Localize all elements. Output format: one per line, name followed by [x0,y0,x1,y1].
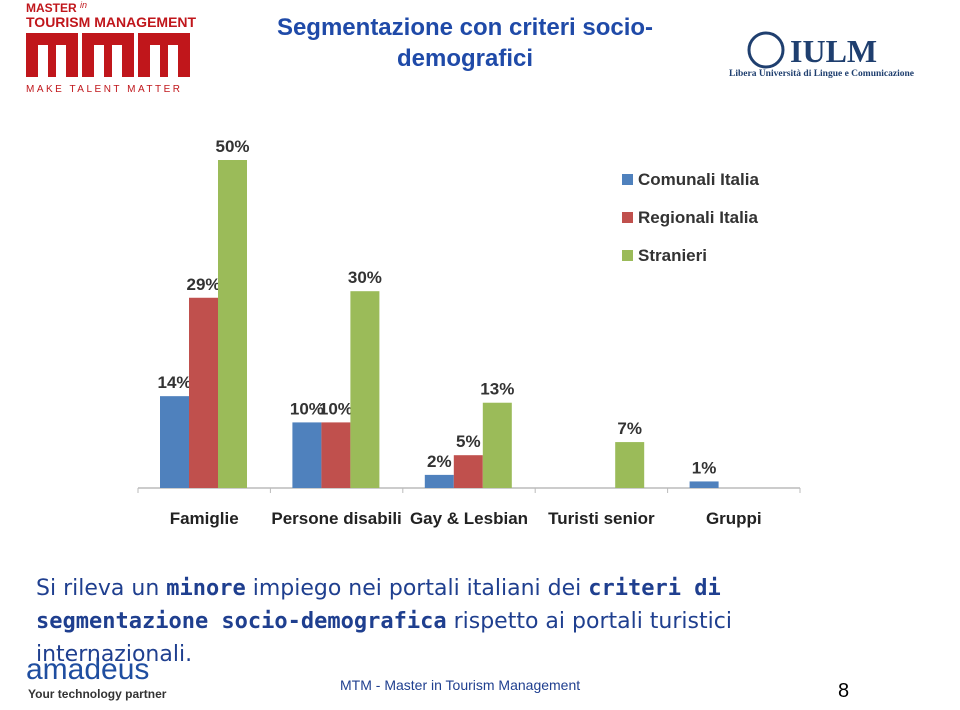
iulm-logo: IULM [790,33,877,69]
body-text: Si rileva un minore impiego nei portali … [36,572,806,671]
x-tick-label: Gruppi [706,509,762,528]
data-label: 1% [692,458,717,477]
legend-label: Regionali Italia [638,208,759,227]
bar [160,396,189,488]
bar [482,402,512,488]
legend-label: Comunali Italia [638,170,759,189]
data-label: 5% [456,432,481,451]
body-segment: impiego nei portali italiani dei [245,576,589,601]
x-tick-label: Turisti senior [548,509,655,528]
data-label: 29% [186,275,220,294]
bar [218,160,247,488]
bar [189,297,218,488]
data-label: 7% [617,419,642,438]
legend-swatch [622,250,633,261]
x-tick-label: Persone disabili [271,509,401,528]
body-segment: Si rileva un [36,576,167,601]
iulm-subtitle: Libera Università di Lingue e Comunicazi… [729,69,914,79]
logo-mark [26,33,190,77]
data-label: 10% [319,399,353,418]
bar [689,481,719,488]
data-label: 14% [157,373,191,392]
data-label: 50% [215,137,249,156]
bar [453,455,483,488]
bar [350,291,380,488]
legend-swatch [622,174,633,185]
logo-text: TOURISM MANAGEMENT [26,14,197,30]
body-segment: minore [166,576,246,601]
logo-tagline: MAKE TALENT MATTER [26,84,183,95]
x-tick-label: Famiglie [170,509,239,528]
logo-text: MASTER [26,1,77,15]
x-tick-label: Gay & Lesbian [410,509,528,528]
logo-mark-gaps [38,45,178,77]
data-label: 13% [480,380,514,399]
data-label: 10% [290,399,324,418]
legend-swatch [622,212,633,223]
chart: Famiglie 14% 29% 50% Persone disabili 10%10% 3… [137,137,801,528]
legend-label: Stranieri [638,246,707,265]
slide-title: Segmentazione con criteri socio-demograf… [276,14,654,72]
bar [615,442,645,488]
data-label: 30% [348,268,382,287]
iulm-seal [747,31,785,69]
bar [321,422,351,488]
page-number: 8 [838,680,849,702]
body-segment: criteri di segmentazione socio-demografi… [36,576,721,634]
logo-text: in [80,0,87,10]
data-label: 2% [427,452,452,471]
sponsor-logo: amadeus [26,653,149,686]
sponsor-tagline: Your technology partner [28,687,167,701]
body-segment: rispetto ai portali turistici internazio… [36,609,732,667]
footer-text: MTM - Master in Tourism Management [340,677,580,693]
bar [292,422,322,488]
bar [424,474,454,488]
